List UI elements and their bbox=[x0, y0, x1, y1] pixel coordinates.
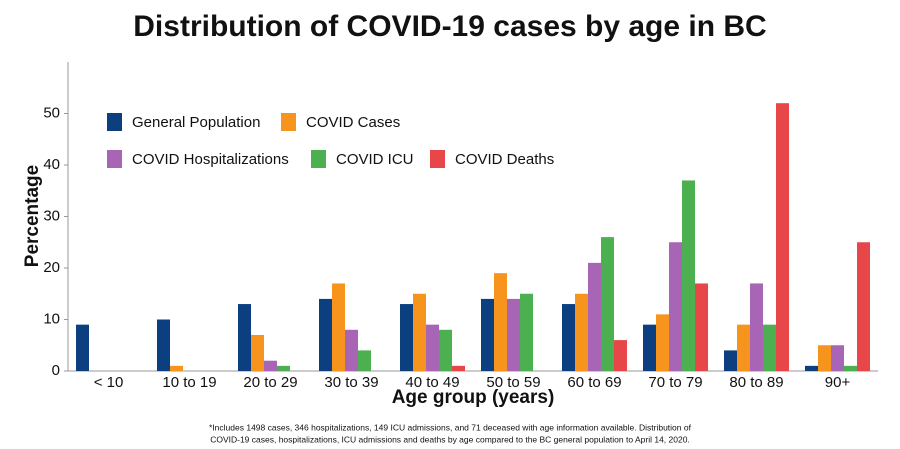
legend-label: General Population bbox=[132, 114, 260, 131]
y-tick-label: 50 bbox=[43, 104, 60, 121]
bar bbox=[277, 365, 290, 371]
bar bbox=[763, 324, 776, 371]
bar bbox=[669, 242, 682, 371]
bar bbox=[857, 242, 870, 371]
bar bbox=[452, 365, 465, 371]
bar bbox=[481, 298, 494, 371]
x-axis-label: Age group (years) bbox=[392, 387, 555, 408]
legend-swatch bbox=[107, 113, 122, 131]
y-tick-label: 30 bbox=[43, 207, 60, 224]
bar bbox=[319, 298, 332, 371]
footnote: COVID-19 cases, hospitalizations, ICU ad… bbox=[210, 434, 690, 444]
bar bbox=[358, 350, 371, 371]
bar bbox=[345, 329, 358, 371]
legend-swatch bbox=[311, 150, 326, 168]
x-tick-label: 90+ bbox=[825, 374, 851, 391]
bar bbox=[695, 283, 708, 371]
legend-label: COVID Hospitalizations bbox=[132, 151, 289, 168]
bar bbox=[332, 283, 345, 371]
y-tick-label: 10 bbox=[43, 310, 60, 327]
x-tick-label: 30 to 39 bbox=[324, 374, 378, 391]
y-tick-label: 0 bbox=[52, 362, 60, 379]
bar bbox=[643, 324, 656, 371]
legend-label: COVID ICU bbox=[336, 151, 414, 168]
bar bbox=[413, 293, 426, 371]
x-tick-label: 80 to 89 bbox=[729, 374, 783, 391]
bar bbox=[724, 350, 737, 371]
bar bbox=[614, 340, 627, 371]
y-axis-label: Percentage bbox=[22, 165, 43, 267]
legend-swatch bbox=[107, 150, 122, 168]
bar bbox=[439, 329, 452, 371]
bar bbox=[588, 262, 601, 371]
y-tick-label: 40 bbox=[43, 156, 60, 173]
x-tick-label: 40 to 49 bbox=[405, 374, 459, 391]
bar bbox=[805, 365, 818, 371]
bar bbox=[264, 360, 277, 371]
bar bbox=[238, 304, 251, 371]
bar bbox=[170, 365, 183, 371]
bar bbox=[844, 365, 857, 371]
bar bbox=[656, 314, 669, 371]
x-tick-label: 10 to 19 bbox=[162, 374, 216, 391]
legend-swatch bbox=[430, 150, 445, 168]
y-tick-label: 20 bbox=[43, 259, 60, 276]
footnote: *Includes 1498 cases, 346 hospitalizatio… bbox=[209, 422, 692, 432]
legend-label: COVID Cases bbox=[306, 114, 400, 131]
bar bbox=[575, 293, 588, 371]
bar bbox=[562, 304, 575, 371]
bar bbox=[750, 283, 763, 371]
x-tick-label: 50 to 59 bbox=[486, 374, 540, 391]
bar bbox=[494, 273, 507, 371]
bar bbox=[426, 324, 439, 371]
x-tick-label: 20 to 29 bbox=[243, 374, 297, 391]
bar bbox=[682, 180, 695, 371]
bar bbox=[776, 103, 789, 371]
x-tick-label: 60 to 69 bbox=[567, 374, 621, 391]
legend-swatch bbox=[281, 113, 296, 131]
bar bbox=[831, 345, 844, 371]
bar bbox=[520, 293, 533, 371]
bar bbox=[507, 298, 520, 371]
bar bbox=[601, 237, 614, 371]
x-tick-label: < 10 bbox=[94, 374, 124, 391]
bar bbox=[76, 324, 89, 371]
bar bbox=[400, 304, 413, 371]
legend-label: COVID Deaths bbox=[455, 151, 554, 168]
bar bbox=[157, 319, 170, 371]
x-tick-label: 70 to 79 bbox=[648, 374, 702, 391]
chart-title: Distribution of COVID-19 cases by age in… bbox=[133, 10, 766, 43]
bar bbox=[737, 324, 750, 371]
bar bbox=[818, 345, 831, 371]
bar bbox=[251, 334, 264, 371]
